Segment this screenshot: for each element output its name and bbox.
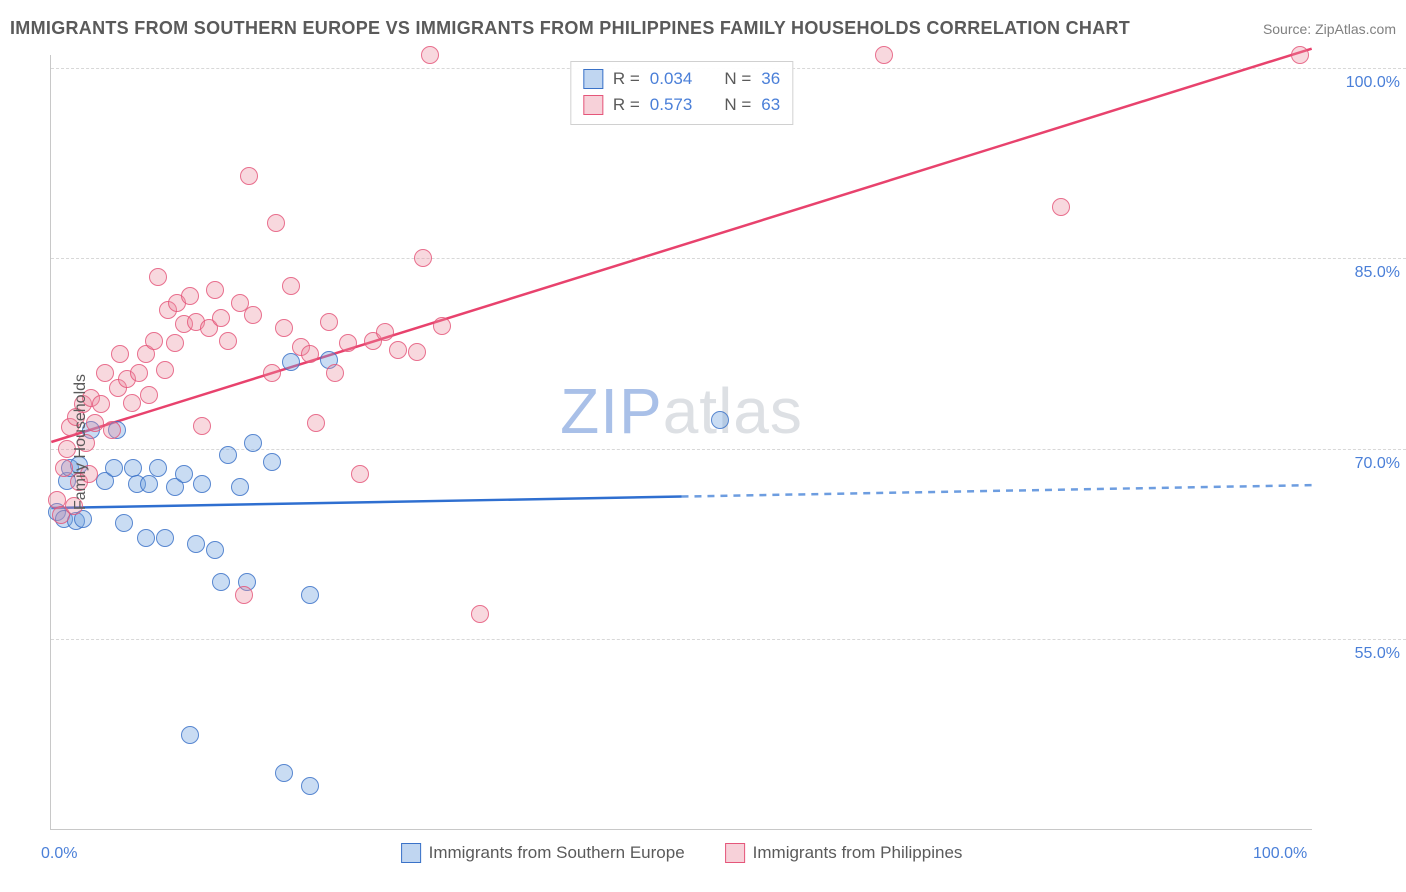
data-point	[389, 341, 407, 359]
data-point	[175, 465, 193, 483]
data-point	[351, 465, 369, 483]
data-point	[244, 434, 262, 452]
data-point	[111, 345, 129, 363]
data-point	[212, 309, 230, 327]
data-point	[124, 459, 142, 477]
data-point	[1291, 46, 1309, 64]
stats-row: R = 0.034 N = 36	[583, 66, 780, 92]
legend-swatch	[583, 95, 603, 115]
data-point	[212, 573, 230, 591]
title-bar: IMMIGRANTS FROM SOUTHERN EUROPE VS IMMIG…	[10, 18, 1396, 39]
stats-r-label: R =	[613, 69, 640, 89]
data-point	[140, 386, 158, 404]
stats-r-label: R =	[613, 95, 640, 115]
data-point	[244, 306, 262, 324]
data-point	[115, 514, 133, 532]
data-point	[181, 287, 199, 305]
data-point	[326, 364, 344, 382]
legend-item: Immigrants from Southern Europe	[401, 843, 685, 863]
data-point	[55, 459, 73, 477]
source-label: Source: ZipAtlas.com	[1263, 21, 1396, 37]
data-point	[263, 364, 281, 382]
x-tick-label: 100.0%	[1253, 845, 1307, 863]
data-point	[92, 395, 110, 413]
legend-label: Immigrants from Southern Europe	[429, 843, 685, 863]
legend-swatch	[725, 843, 745, 863]
data-point	[1052, 198, 1070, 216]
data-point	[263, 453, 281, 471]
data-point	[193, 417, 211, 435]
data-point	[206, 541, 224, 559]
data-point	[275, 764, 293, 782]
data-point	[240, 167, 258, 185]
y-tick-label: 100.0%	[1346, 74, 1400, 92]
data-point	[320, 313, 338, 331]
data-point	[421, 46, 439, 64]
data-point	[123, 394, 141, 412]
data-point	[275, 319, 293, 337]
stats-r-value: 0.573	[650, 95, 693, 115]
data-point	[140, 475, 158, 493]
data-point	[282, 353, 300, 371]
stats-row: R = 0.573 N = 63	[583, 92, 780, 118]
y-tick-label: 85.0%	[1355, 264, 1400, 282]
stats-n-value: 36	[761, 69, 780, 89]
data-point	[156, 529, 174, 547]
legend-item: Immigrants from Philippines	[725, 843, 963, 863]
data-point	[433, 317, 451, 335]
data-point	[149, 268, 167, 286]
data-point	[181, 726, 199, 744]
y-tick-label: 55.0%	[1355, 645, 1400, 663]
data-point	[231, 478, 249, 496]
data-point	[711, 411, 729, 429]
stats-legend-box: R = 0.034 N = 36 R = 0.573 N = 63	[570, 61, 793, 125]
data-point	[267, 214, 285, 232]
chart-title: IMMIGRANTS FROM SOUTHERN EUROPE VS IMMIG…	[10, 18, 1130, 39]
series-legend: Immigrants from Southern Europe Immigrant…	[401, 843, 963, 863]
data-point	[149, 459, 167, 477]
data-point	[307, 414, 325, 432]
data-point	[156, 361, 174, 379]
stats-r-value: 0.034	[650, 69, 693, 89]
stats-n-label: N =	[724, 69, 751, 89]
data-point	[137, 529, 155, 547]
data-point	[103, 421, 121, 439]
data-point	[301, 586, 319, 604]
stats-n-value: 63	[761, 95, 780, 115]
data-point	[166, 334, 184, 352]
data-point	[471, 605, 489, 623]
data-point	[301, 777, 319, 795]
data-point	[875, 46, 893, 64]
y-axis-label: Family Households	[72, 374, 90, 510]
data-point	[414, 249, 432, 267]
data-point	[145, 332, 163, 350]
data-point	[282, 277, 300, 295]
legend-swatch	[583, 69, 603, 89]
points-layer	[51, 55, 1312, 829]
legend-swatch	[401, 843, 421, 863]
scatter-plot: ZIPatlas 55.0%70.0%85.0%100.0% R =0.034N…	[50, 55, 1312, 830]
data-point	[376, 323, 394, 341]
stats-n-label: N =	[724, 95, 751, 115]
x-tick-label: 0.0%	[41, 845, 77, 863]
data-point	[193, 475, 211, 493]
data-point	[206, 281, 224, 299]
data-point	[301, 345, 319, 363]
legend-label: Immigrants from Philippines	[753, 843, 963, 863]
data-point	[105, 459, 123, 477]
data-point	[130, 364, 148, 382]
data-point	[235, 586, 253, 604]
data-point	[408, 343, 426, 361]
data-point	[187, 535, 205, 553]
y-tick-label: 70.0%	[1355, 455, 1400, 473]
data-point	[219, 446, 237, 464]
data-point	[96, 364, 114, 382]
data-point	[339, 334, 357, 352]
data-point	[219, 332, 237, 350]
